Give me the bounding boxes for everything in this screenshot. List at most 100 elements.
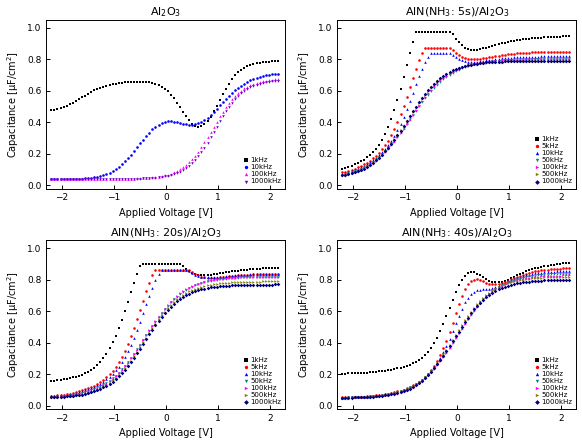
1kHz [133, 78, 142, 85]
5kHz [154, 267, 163, 274]
5kHz [497, 279, 506, 286]
1000kHz [83, 390, 93, 397]
10kHz [356, 164, 365, 171]
5kHz [448, 319, 457, 326]
1kHz [378, 368, 387, 375]
10kHz [344, 168, 353, 175]
500kHz [414, 99, 424, 106]
1000kHz [123, 362, 133, 369]
500kHz [420, 373, 430, 381]
1000kHz [561, 276, 570, 283]
100kHz [252, 274, 261, 281]
10kHz [448, 52, 457, 59]
10kHz [411, 381, 421, 388]
5kHz [356, 393, 365, 400]
1kHz [460, 272, 470, 279]
10kHz [552, 53, 562, 60]
100kHz [233, 274, 243, 281]
500kHz [240, 278, 249, 285]
1kHz [221, 85, 230, 92]
500kHz [224, 279, 233, 286]
10kHz [390, 132, 399, 139]
10kHz [154, 121, 163, 128]
5kHz [475, 56, 485, 63]
10kHz [537, 269, 546, 276]
100kHz [230, 274, 240, 281]
1000kHz [473, 60, 482, 67]
500kHz [537, 57, 546, 64]
1000kHz [123, 175, 133, 182]
1kHz [90, 87, 99, 94]
10kHz [432, 49, 442, 56]
100kHz [154, 313, 163, 320]
50kHz [83, 388, 93, 395]
1kHz [371, 368, 381, 375]
500kHz [561, 57, 570, 64]
100kHz [203, 134, 212, 141]
50kHz [347, 169, 356, 176]
5kHz [221, 273, 230, 280]
50kHz [338, 394, 347, 401]
10kHz [111, 367, 120, 374]
1kHz [200, 272, 209, 279]
10kHz [442, 49, 451, 56]
50kHz [87, 387, 96, 394]
1kHz [463, 270, 473, 277]
5kHz [424, 370, 433, 377]
50kHz [448, 69, 457, 76]
50kHz [506, 56, 516, 63]
5kHz [491, 281, 500, 288]
500kHz [166, 301, 175, 308]
1000kHz [356, 166, 365, 174]
1kHz [558, 260, 567, 267]
100kHz [497, 57, 506, 64]
10kHz [194, 120, 203, 127]
1000kHz [362, 393, 371, 400]
10kHz [509, 275, 519, 282]
1000kHz [473, 302, 482, 309]
1kHz [371, 145, 381, 152]
5kHz [157, 267, 166, 274]
1kHz [350, 370, 359, 377]
1000kHz [344, 394, 353, 401]
5kHz [460, 55, 470, 62]
500kHz [473, 301, 482, 308]
1000kHz [65, 392, 74, 400]
10kHz [386, 390, 396, 397]
1kHz [386, 366, 396, 373]
1000kHz [169, 300, 179, 307]
50kHz [463, 315, 473, 322]
100kHz [71, 175, 80, 182]
50kHz [420, 95, 430, 102]
100kHz [141, 174, 151, 182]
1000kHz [141, 175, 151, 182]
500kHz [445, 69, 454, 76]
5kHz [194, 272, 203, 279]
1kHz [264, 265, 274, 272]
5kHz [396, 387, 405, 394]
5kHz [509, 274, 519, 281]
100kHz [558, 272, 567, 279]
5kHz [436, 352, 445, 359]
10kHz [478, 286, 488, 293]
1kHz [261, 58, 271, 65]
50kHz [378, 392, 387, 399]
50kHz [488, 58, 497, 65]
5kHz [521, 270, 531, 277]
500kHz [408, 382, 417, 389]
1kHz [482, 276, 491, 283]
100kHz [74, 175, 84, 182]
10kHz [117, 161, 126, 168]
1000kHz [212, 123, 221, 130]
50kHz [49, 393, 59, 400]
5kHz [494, 52, 503, 59]
5kHz [99, 376, 108, 383]
100kHz [512, 277, 521, 284]
1kHz [169, 260, 179, 267]
1000kHz [399, 388, 408, 395]
5kHz [414, 378, 424, 385]
1000kHz [359, 165, 368, 172]
1000kHz [102, 382, 111, 389]
50kHz [99, 381, 108, 388]
500kHz [270, 278, 279, 285]
